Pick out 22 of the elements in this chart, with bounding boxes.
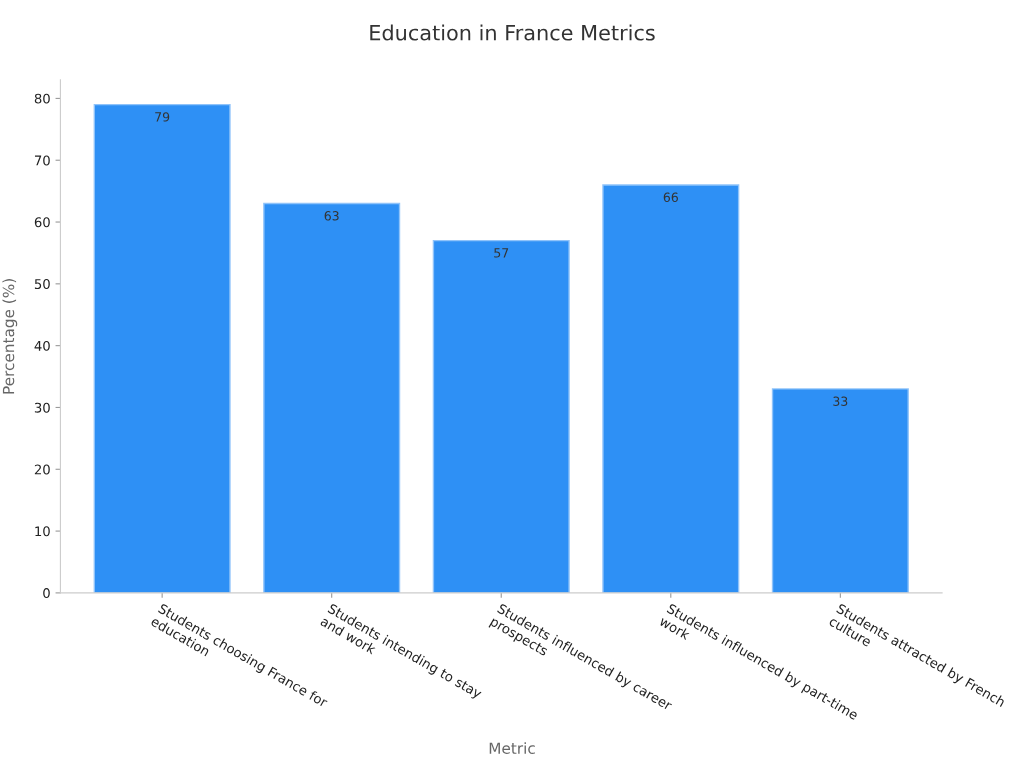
data-label: 79 xyxy=(155,112,170,122)
y-tick-label: 30 xyxy=(34,402,50,413)
y-tick-label: 10 xyxy=(35,526,50,537)
y-tick-label: 70 xyxy=(34,155,50,166)
y-axis-title: Percentage (%) xyxy=(2,279,18,394)
bar xyxy=(771,388,909,593)
data-label: 66 xyxy=(663,192,678,202)
y-tick-label: 20 xyxy=(34,464,50,475)
data-label: 33 xyxy=(833,396,848,406)
y-tick-label: 0 xyxy=(43,588,50,599)
bar xyxy=(93,103,231,593)
x-axis-title: Metric xyxy=(489,742,535,754)
data-label: 57 xyxy=(494,248,509,258)
data-label: 63 xyxy=(324,211,339,221)
y-tick-label: 50 xyxy=(34,279,50,290)
y-tick-label: 40 xyxy=(34,340,50,351)
y-tick-label: 60 xyxy=(34,217,50,228)
y-tick-label: 80 xyxy=(34,93,50,104)
bar xyxy=(602,184,740,593)
bar xyxy=(432,239,570,593)
chart-title: Education in France Metrics xyxy=(370,24,655,41)
bar xyxy=(263,202,401,593)
